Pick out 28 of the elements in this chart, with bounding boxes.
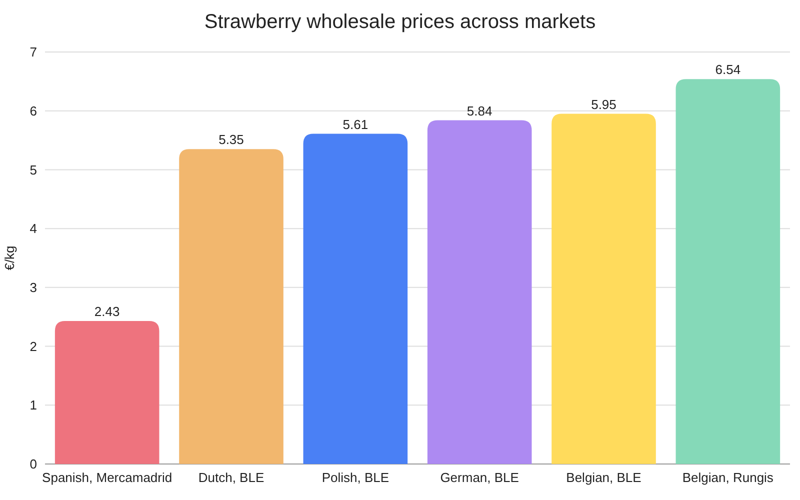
data-label: 5.95	[591, 96, 616, 112]
x-tick-label: Belgian, Rungis	[682, 470, 774, 485]
bar	[179, 149, 284, 464]
bar	[676, 79, 780, 464]
chart-title: Strawberry wholesale prices across markets	[204, 11, 596, 33]
data-label: 5.35	[218, 132, 244, 148]
y-tick-label: 4	[30, 221, 37, 236]
x-tick-label: Spanish, Mercamadrid	[42, 470, 172, 485]
x-tick-label: Dutch, BLE	[198, 470, 264, 485]
y-tick-label: 3	[30, 280, 37, 295]
y-tick-label: 0	[30, 456, 37, 472]
y-axis-title: €/kg	[2, 246, 17, 270]
data-label: 2.43	[94, 304, 120, 319]
bar	[303, 134, 408, 464]
x-tick-label: Belgian, BLE	[566, 470, 642, 485]
y-tick-label: 7	[30, 44, 37, 60]
y-tick-label: 5	[30, 162, 37, 178]
bar	[552, 114, 656, 464]
data-label: 6.54	[715, 62, 741, 78]
bar	[54, 320, 160, 464]
y-tick-label: 2	[30, 338, 37, 354]
bar	[427, 120, 532, 464]
y-tick-label: 6	[30, 103, 37, 118]
x-tick-label: Polish, BLE	[322, 470, 390, 485]
x-tick-label: German, BLE	[440, 470, 520, 485]
data-label: 5.84	[466, 103, 492, 118]
y-tick-label: 1	[30, 398, 37, 413]
data-label: 5.61	[342, 116, 368, 132]
